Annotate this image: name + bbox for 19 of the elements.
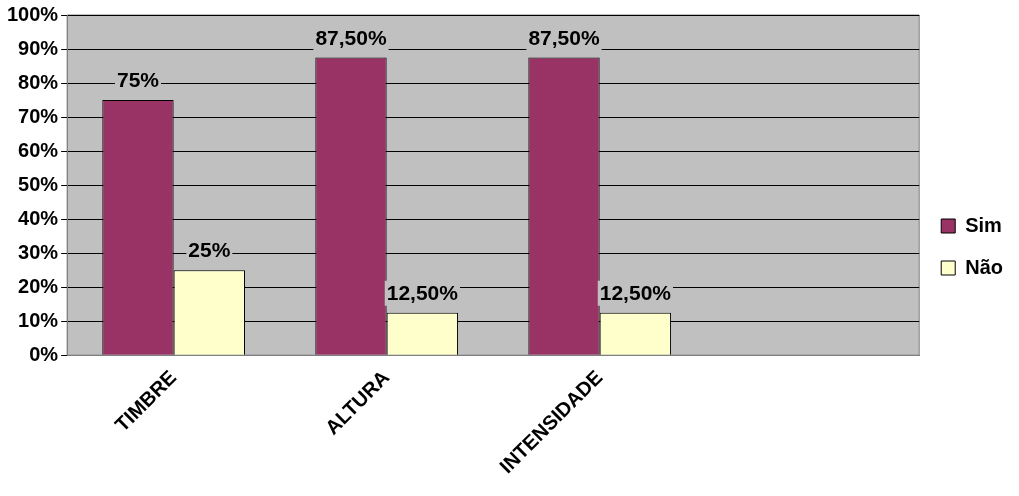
data-label: 87,50% <box>528 25 600 49</box>
data-label: 12,50% <box>386 280 459 304</box>
data-label: 87,50% <box>315 25 387 49</box>
y-tick-label: 30% <box>18 240 59 263</box>
data-label: 12,50% <box>599 280 672 304</box>
y-tick-label: 80% <box>18 70 59 93</box>
y-tick-label: 90% <box>18 36 59 59</box>
y-tick-label: 70% <box>18 104 59 127</box>
y-tick-label: 0% <box>29 342 59 365</box>
y-tick-label: 20% <box>18 274 59 297</box>
y-tick-label: 100% <box>7 2 59 25</box>
data-label: 75% <box>116 68 160 92</box>
y-tick-label: 60% <box>18 138 59 161</box>
y-tick-label: 40% <box>18 206 59 229</box>
data-label: 25% <box>188 238 231 262</box>
y-tick-label: 50% <box>18 172 59 195</box>
y-tick-label: 10% <box>18 308 59 331</box>
legend-label: Não <box>965 255 1004 278</box>
legend-label: Sim <box>965 213 1002 236</box>
